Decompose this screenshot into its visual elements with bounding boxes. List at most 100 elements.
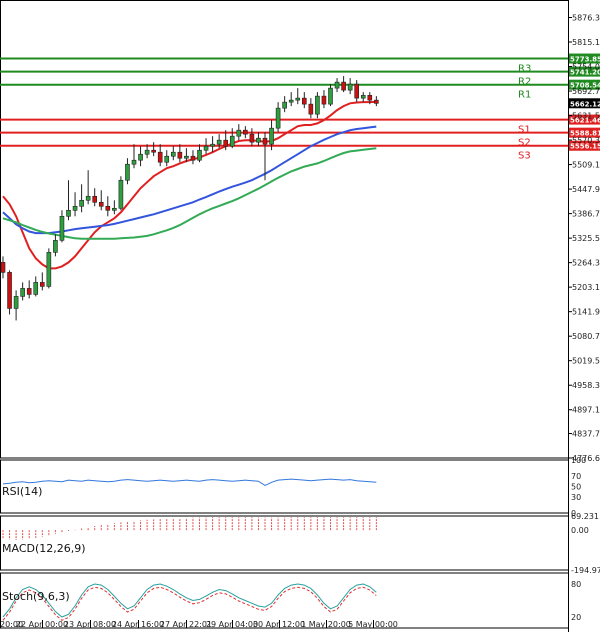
- y-tick-label: 5509.15: [572, 161, 600, 170]
- candle-body: [177, 151, 183, 159]
- last-price-label: 5662.12: [570, 100, 600, 108]
- level-price-box-r2: [569, 66, 600, 77]
- candle-body: [321, 95, 327, 105]
- y-tick-label: 4776.60: [572, 454, 600, 463]
- level-price-label-r2: 5741.20: [570, 69, 600, 77]
- candle-body: [33, 282, 39, 295]
- candle-body: [118, 179, 124, 209]
- y-tick-label: 5876.30: [572, 13, 600, 22]
- x-tick-label: 27 Apr 22:01: [160, 620, 212, 629]
- candle-body: [184, 155, 189, 159]
- level-name-s2: S2: [518, 138, 531, 149]
- candle-body: [105, 205, 111, 211]
- candle-body: [190, 155, 196, 161]
- x-tick-label: 29 Apr 04:00: [206, 620, 258, 629]
- candle-body: [374, 99, 379, 104]
- x-tick-label: 23 Apr 08:00: [64, 620, 116, 629]
- candle-body: [216, 139, 222, 145]
- candle-body: [171, 151, 176, 157]
- candle-body: [112, 207, 117, 211]
- level-name-r2: R2: [518, 77, 531, 88]
- candle-body: [256, 137, 261, 143]
- candle-body: [354, 83, 360, 99]
- x-tick-label: 30 Apr 12:00: [253, 620, 305, 629]
- candle-body: [20, 288, 25, 297]
- y-tick-label: 5754.00: [572, 62, 600, 71]
- candle-body: [367, 95, 373, 101]
- candle-body: [203, 145, 209, 151]
- indicator-tick-label: -194.970: [571, 566, 600, 575]
- candle-body: [236, 129, 242, 137]
- level-price-label-s1: 5621.46: [570, 117, 600, 125]
- candle-body: [328, 87, 333, 105]
- moving-averages: [2, 100, 377, 270]
- candle-body: [301, 97, 307, 105]
- candle-body: [308, 103, 314, 115]
- level-name-r1: R1: [518, 90, 531, 101]
- y-tick-label: 5692.70: [572, 87, 600, 96]
- candle-body: [334, 81, 340, 89]
- candles: [0, 76, 379, 321]
- indicator-tick-label: 100: [571, 456, 586, 465]
- indicator-name: MACD(12,26,9): [2, 542, 86, 555]
- pivot-levels: R3 5773.85 R2 5741.20 R1 5708.54 S1 5621.46 S2 55…: [0, 53, 600, 162]
- candle-body: [85, 195, 91, 201]
- ma-line-1: [2, 100, 377, 270]
- candle-body: [46, 252, 52, 287]
- level-name-r3: R3: [518, 64, 531, 75]
- candle-body: [144, 149, 150, 155]
- stoch-signal-line: [2, 586, 377, 621]
- y-tick-label: 5141.90: [572, 308, 600, 317]
- candle-body: [72, 205, 78, 211]
- candle-body: [125, 163, 130, 181]
- candle-body: [269, 127, 274, 145]
- candle-body: [59, 215, 65, 241]
- y-tick-label: 5386.70: [572, 210, 600, 219]
- candle-body: [131, 159, 137, 165]
- candle-body: [295, 97, 301, 101]
- level-price-label-r3: 5773.85: [570, 56, 600, 64]
- x-tick-label: 20:00: [0, 620, 23, 629]
- candle-body: [197, 149, 202, 161]
- candle-body: [39, 282, 45, 287]
- indicator-pane-border: [0, 515, 569, 571]
- candle-body: [164, 155, 170, 163]
- candle-body: [7, 272, 12, 309]
- level-price-box-r1: [569, 79, 600, 90]
- candle-body: [26, 288, 32, 295]
- candle-body: [249, 133, 255, 143]
- last-price-box: [569, 98, 600, 109]
- y-tick-label: 5447.90: [572, 185, 600, 194]
- indicator-tick-label: 30: [571, 493, 581, 502]
- y-tick-label: 5264.30: [572, 259, 600, 268]
- y-tick-label: 5631.50: [572, 112, 600, 121]
- candle-body: [79, 199, 84, 207]
- y-tick-label: 4897.10: [572, 406, 600, 415]
- indicator-pane-border: [0, 459, 569, 514]
- price-axis: 5876.30 5815.15 5754.00 5692.70 5631.50 5570.…: [568, 13, 600, 463]
- candle-body: [229, 135, 235, 147]
- indicator-pane-border: [0, 572, 569, 629]
- indicator-tick-label: 70: [571, 472, 581, 481]
- ma-line-3: [2, 147, 377, 240]
- x-tick-label: 5 May 00:00: [348, 620, 398, 629]
- candle-body: [347, 83, 353, 91]
- candle-body: [151, 149, 156, 153]
- y-tick-label: 5203.15: [572, 283, 600, 292]
- x-tick-label: 22 Apr 00:00: [16, 620, 68, 629]
- indicator-tick-label: 80: [571, 580, 581, 589]
- level-price-box-r3: [569, 53, 600, 64]
- candle-body: [98, 201, 104, 207]
- indicator-tick-label: 0.00: [571, 526, 589, 535]
- level-price-label-r1: 5708.54: [570, 82, 600, 90]
- candle-body: [262, 137, 268, 145]
- candle-body: [282, 101, 287, 109]
- candle-body: [275, 107, 281, 129]
- x-tick-label: 24 Apr 16:00: [112, 620, 164, 629]
- candle-body: [92, 195, 97, 203]
- y-tick-label: 5019.55: [572, 357, 600, 366]
